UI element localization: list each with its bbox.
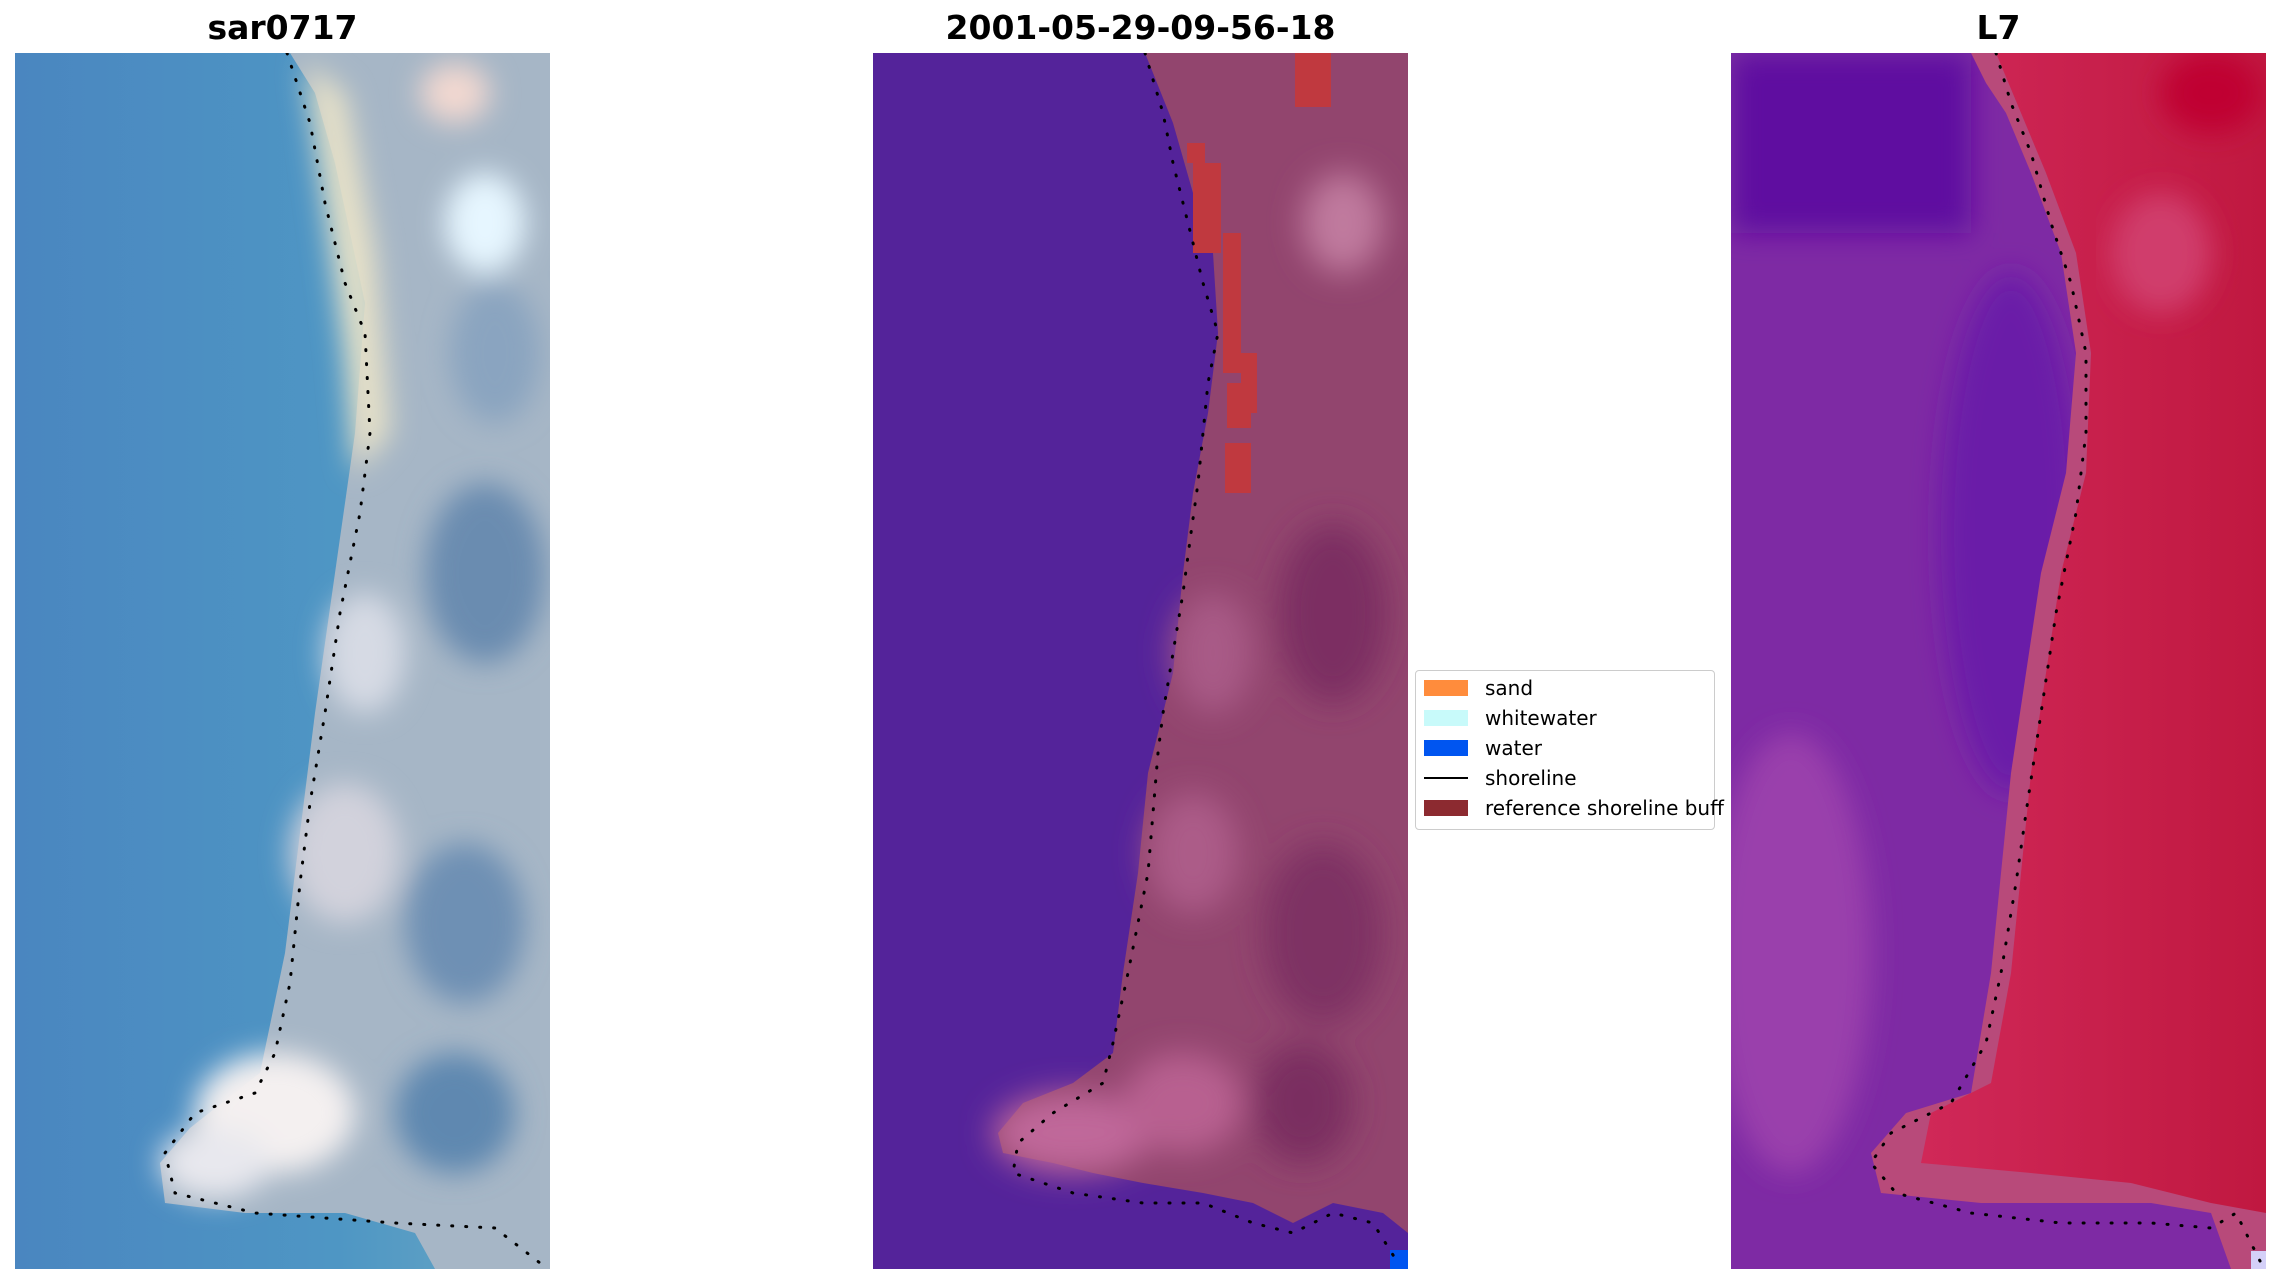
shoreline-dots	[1869, 53, 2263, 1265]
legend-item-sand: sand	[1424, 673, 1533, 703]
panel-title-classified: 2001-05-29-09-56-18	[945, 8, 1336, 47]
legend-label: water	[1485, 736, 1542, 760]
classified-image	[873, 53, 1408, 1269]
classified-image-panel	[873, 53, 1408, 1269]
legend-item-whitewater: whitewater	[1424, 703, 1597, 733]
water-cell	[1390, 1250, 1408, 1269]
legend-swatch-whitewater	[1424, 710, 1468, 726]
reference-buffer-cells	[1187, 53, 1331, 493]
rgb-image-panel	[15, 53, 550, 1269]
legend-item-shoreline: shoreline	[1424, 763, 1577, 793]
legend-label: reference shoreline buff	[1485, 796, 1724, 820]
panel-title-index: L7	[1976, 8, 2021, 47]
shoreline-dots	[163, 53, 542, 1265]
index-image-panel	[1731, 53, 2266, 1269]
legend-swatch-reference-buffer	[1424, 800, 1468, 816]
legend-label: sand	[1485, 676, 1534, 700]
legend-swatch-water	[1424, 740, 1468, 756]
legend-swatch-sand	[1424, 680, 1468, 696]
legend-item-water: water	[1424, 733, 1542, 763]
legend-label: shoreline	[1485, 766, 1577, 790]
legend-line-shoreline	[1424, 777, 1468, 779]
panel-title-rgb: sar0717	[207, 8, 358, 47]
index-image	[1731, 53, 2266, 1269]
legend-item-reference-buffer: reference shoreline buff	[1424, 793, 1724, 823]
legend: sand whitewater water shoreline referenc…	[1415, 670, 1724, 830]
rgb-image	[15, 53, 550, 1269]
legend-label: whitewater	[1485, 706, 1597, 730]
